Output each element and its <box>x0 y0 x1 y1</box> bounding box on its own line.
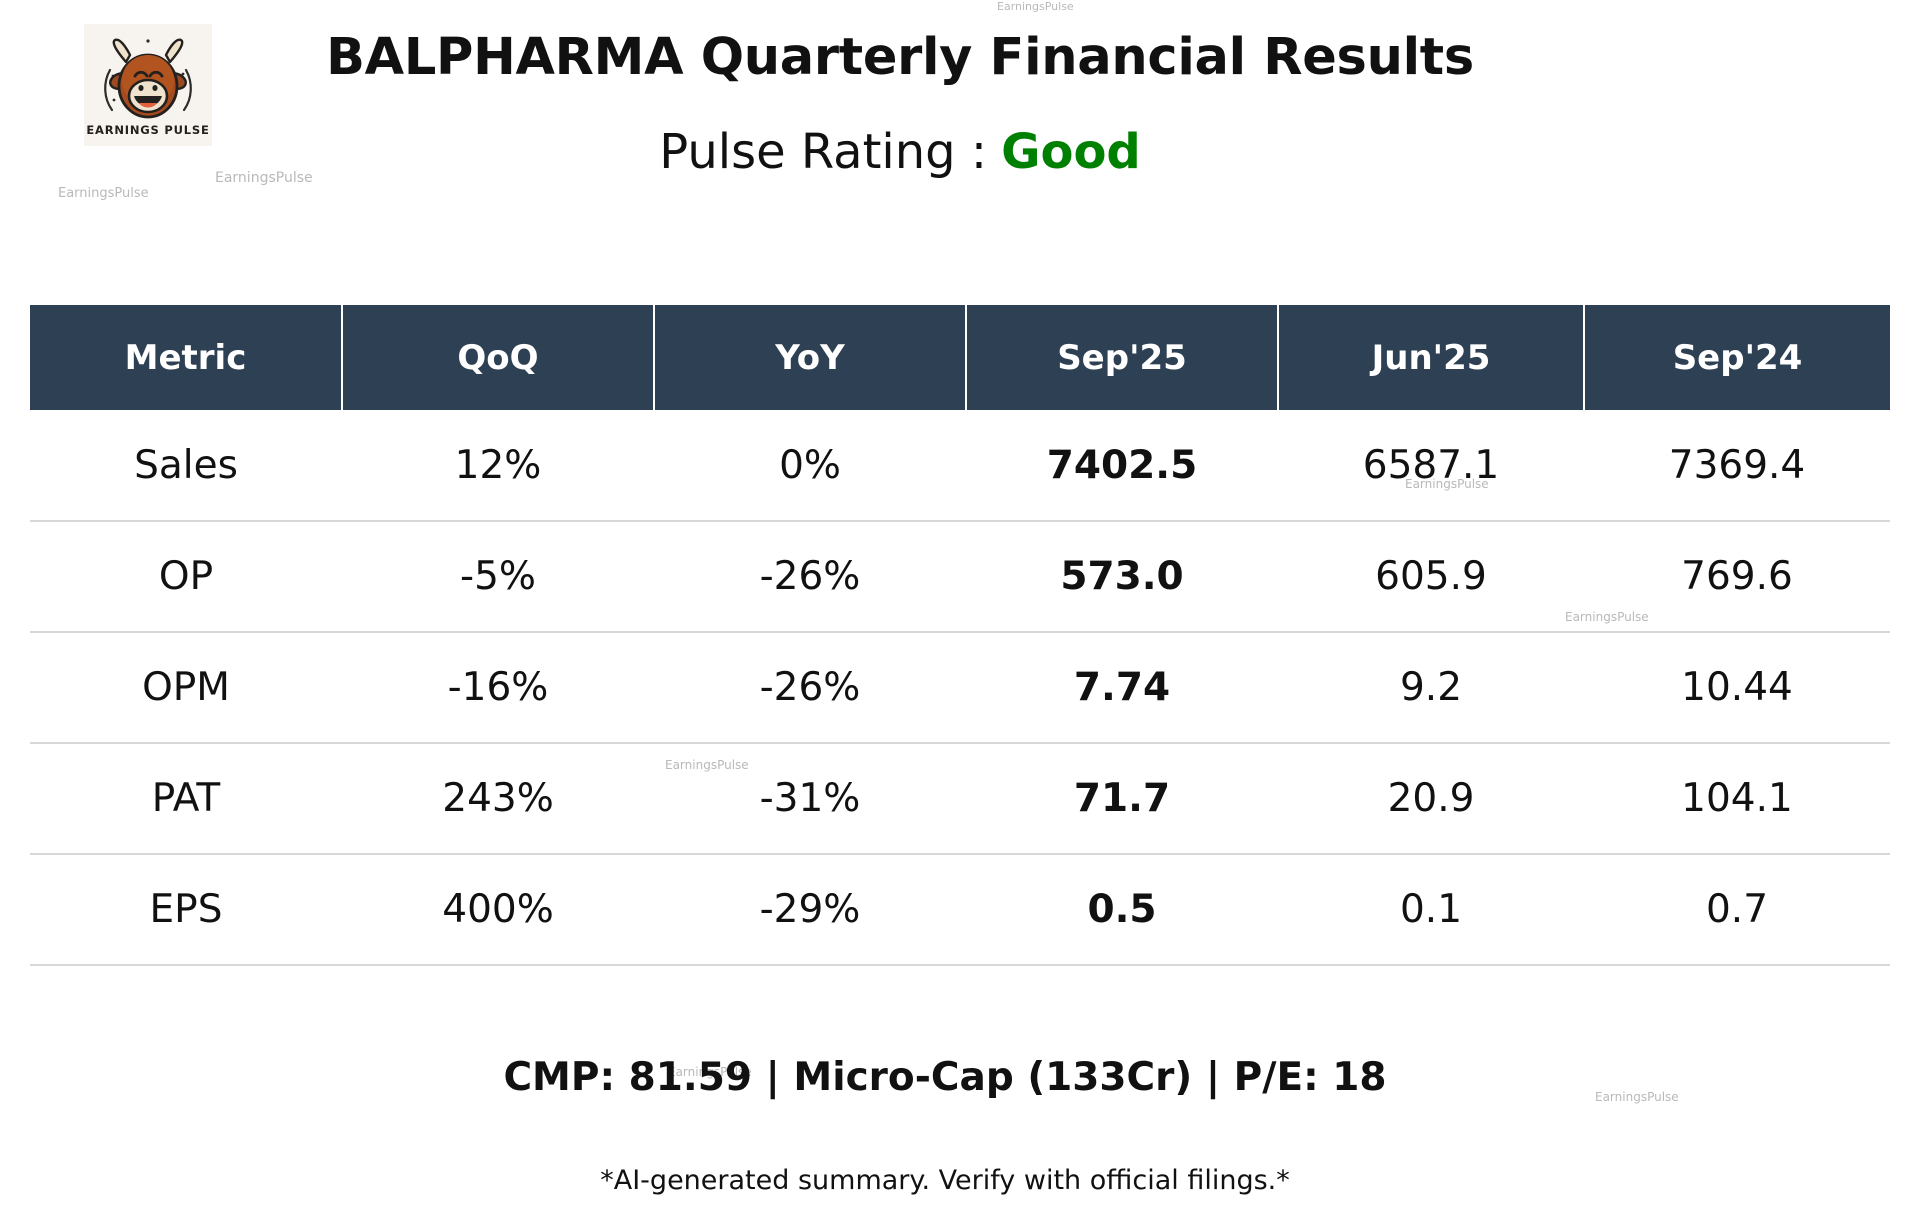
cell-sep24: 7369.4 <box>1584 410 1890 522</box>
watermark-label: EarningsPulse <box>58 186 149 201</box>
financial-table-wrapper: Metric QoQ YoY Sep'25 Jun'25 Sep'24 Sale… <box>30 305 1890 966</box>
cell-yoy: -26% <box>654 632 966 744</box>
table-row: PAT 243% -31% 71.7 20.9 104.1 <box>30 743 1890 855</box>
page-title: BALPHARMA Quarterly Financial Results <box>326 28 1474 87</box>
cell-sep25: 0.5 <box>966 854 1278 966</box>
cell-metric: OPM <box>30 632 342 744</box>
cell-sep25: 573.0 <box>966 521 1278 633</box>
cell-sep24: 104.1 <box>1584 743 1890 855</box>
cell-sep24: 0.7 <box>1584 854 1890 966</box>
table-body: Sales 12% 0% 7402.5 6587.1 7369.4 OP -5% -26% 573… <box>30 410 1890 966</box>
pulse-rating-line: Pulse Rating : Good <box>0 124 1800 180</box>
column-header-sep25: Sep'25 <box>966 305 1279 410</box>
cell-metric: Sales <box>30 410 342 522</box>
cell-qoq: 400% <box>342 854 654 966</box>
cell-qoq: 12% <box>342 410 654 522</box>
cell-sep25: 71.7 <box>966 743 1278 855</box>
cell-jun25: 9.2 <box>1278 632 1584 744</box>
table-row: OPM -16% -26% 7.74 9.2 10.44 <box>30 632 1890 744</box>
table-row: OP -5% -26% 573.0 605.9 769.6 <box>30 521 1890 633</box>
column-header-sep24: Sep'24 <box>1584 305 1890 410</box>
table-header: Metric QoQ YoY Sep'25 Jun'25 Sep'24 <box>30 305 1890 410</box>
financial-results-table: Metric QoQ YoY Sep'25 Jun'25 Sep'24 Sale… <box>30 305 1890 966</box>
cmp-summary-line: CMP: 81.59 | Micro-Cap (133Cr) | P/E: 18 <box>503 1055 1387 1100</box>
cell-jun25: 20.9 <box>1278 743 1584 855</box>
cell-sep25: 7402.5 <box>966 410 1278 522</box>
table-row: EPS 400% -29% 0.5 0.1 0.7 <box>30 854 1890 966</box>
cell-sep24: 769.6 <box>1584 521 1890 633</box>
cell-metric: OP <box>30 521 342 633</box>
pulse-rating-label: Pulse Rating : <box>659 124 988 180</box>
cell-yoy: -31% <box>654 743 966 855</box>
cell-qoq: 243% <box>342 743 654 855</box>
cell-yoy: -29% <box>654 854 966 966</box>
cell-jun25: 0.1 <box>1278 854 1584 966</box>
cell-jun25: 605.9 <box>1278 521 1584 633</box>
cell-qoq: -5% <box>342 521 654 633</box>
table-header-row: Metric QoQ YoY Sep'25 Jun'25 Sep'24 <box>30 305 1890 410</box>
column-header-jun25: Jun'25 <box>1278 305 1585 410</box>
cell-sep25: 7.74 <box>966 632 1278 744</box>
column-header-metric: Metric <box>30 305 343 410</box>
table-row: Sales 12% 0% 7402.5 6587.1 7369.4 <box>30 410 1890 522</box>
cell-jun25: 6587.1 <box>1278 410 1584 522</box>
logo-wordmark: EARNINGS PULSE <box>86 123 209 137</box>
cell-yoy: 0% <box>654 410 966 522</box>
disclaimer-text: *AI-generated summary. Verify with offic… <box>600 1165 1290 1196</box>
pulse-rating-value: Good <box>1001 124 1141 180</box>
column-header-qoq: QoQ <box>342 305 655 410</box>
cell-sep24: 10.44 <box>1584 632 1890 744</box>
cell-metric: EPS <box>30 854 342 966</box>
bull-mascot-icon: EARNINGS PULSE <box>84 24 212 146</box>
brand-logo: EARNINGS PULSE <box>84 24 212 146</box>
column-header-yoy: YoY <box>654 305 967 410</box>
cell-qoq: -16% <box>342 632 654 744</box>
cell-yoy: -26% <box>654 521 966 633</box>
watermark-label: EarningsPulse <box>997 0 1074 13</box>
cell-metric: PAT <box>30 743 342 855</box>
